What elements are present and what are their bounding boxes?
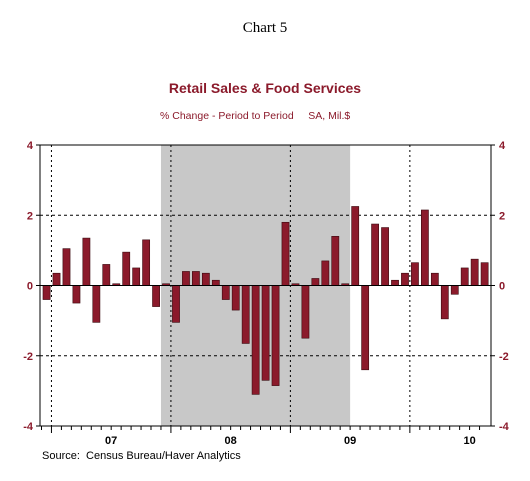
bar-2008-03 xyxy=(192,271,200,286)
bar-2010-06 xyxy=(460,267,469,286)
bar-2007-03 xyxy=(72,285,81,304)
bar-2008-06 xyxy=(221,285,230,300)
bar-2008-08 xyxy=(241,285,250,344)
bar-2010-05 xyxy=(450,285,459,295)
bar-2008-11 xyxy=(271,285,280,386)
bar-2007-09 xyxy=(132,267,141,286)
bar-2009-08 xyxy=(361,285,370,371)
y-tick-label-left: -2 xyxy=(23,351,33,363)
y-tick-label-left: 0 xyxy=(27,281,33,293)
bar-2010-08 xyxy=(480,262,489,286)
bar-2007-10 xyxy=(142,239,151,286)
bar-2007-05 xyxy=(92,285,101,323)
bar-2010-07 xyxy=(470,258,479,286)
bar-2008-01 xyxy=(172,285,180,323)
bar-2010-01 xyxy=(411,262,419,286)
chart-subtitle: % Change - Period to Period SA, Mil.$ xyxy=(160,110,351,122)
bar-2007-04 xyxy=(82,237,91,286)
bar-2009-02 xyxy=(301,285,310,339)
bar-2010-04 xyxy=(440,285,449,320)
bar-2009-03 xyxy=(311,278,320,286)
x-year-label: 07 xyxy=(105,435,117,447)
y-tick-label-left: 4 xyxy=(27,140,34,152)
x-year-label: 10 xyxy=(463,435,475,447)
bar-2009-12 xyxy=(401,272,409,286)
bar-2007-02 xyxy=(62,248,71,286)
y-tick-label-right: 2 xyxy=(499,210,505,222)
bar-2006-12 xyxy=(42,285,51,300)
y-tick-label-right: -2 xyxy=(499,351,509,363)
bar-2007-06 xyxy=(102,264,111,286)
bar-2009-10 xyxy=(381,227,389,286)
y-tick-label-left: 2 xyxy=(27,210,33,222)
bar-2007-11 xyxy=(152,285,160,307)
bar-2009-05 xyxy=(331,236,340,286)
x-year-label: 09 xyxy=(344,435,356,447)
y-tick-label-right: 0 xyxy=(499,281,505,293)
bar-2008-02 xyxy=(182,271,190,286)
y-tick-label-left: -4 xyxy=(23,421,34,433)
y-tick-label-right: 4 xyxy=(499,140,506,152)
bar-2008-05 xyxy=(211,279,220,286)
bar-2008-10 xyxy=(261,285,270,381)
bar-2007-01 xyxy=(52,272,61,286)
bar-2009-04 xyxy=(321,260,330,286)
bar-2007-08 xyxy=(122,251,131,286)
bar-2010-02 xyxy=(421,209,429,286)
x-year-label: 08 xyxy=(225,435,237,447)
chart-source: Source: Census Bureau/Haver Analytics xyxy=(42,450,241,462)
bar-2009-09 xyxy=(371,223,379,286)
chart-title: Retail Sales & Food Services xyxy=(168,80,362,96)
bar-2009-07 xyxy=(351,206,360,286)
bar-2010-03 xyxy=(430,272,439,286)
y-tick-label-right: -4 xyxy=(499,421,510,433)
bar-2009-11 xyxy=(391,279,399,286)
bar-2008-04 xyxy=(201,272,210,286)
chart-heading: Chart 5 xyxy=(242,20,288,36)
bar-2008-09 xyxy=(251,285,260,395)
bar-2008-07 xyxy=(231,285,240,311)
bar-2008-12 xyxy=(281,221,290,286)
